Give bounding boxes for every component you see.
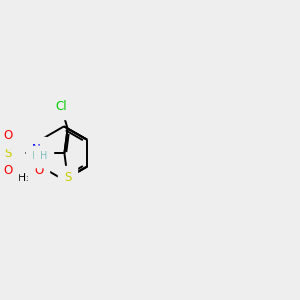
Text: O: O — [4, 164, 13, 177]
Text: O: O — [4, 129, 13, 142]
Text: S: S — [4, 147, 12, 160]
Text: N: N — [10, 148, 18, 161]
Text: CH₃: CH₃ — [11, 173, 32, 183]
Text: O: O — [34, 164, 43, 177]
Text: H: H — [32, 151, 39, 161]
Text: Cl: Cl — [56, 100, 67, 113]
Text: N: N — [32, 143, 41, 156]
Text: H: H — [40, 151, 47, 161]
Text: H: H — [10, 157, 18, 167]
Text: S: S — [64, 171, 71, 184]
